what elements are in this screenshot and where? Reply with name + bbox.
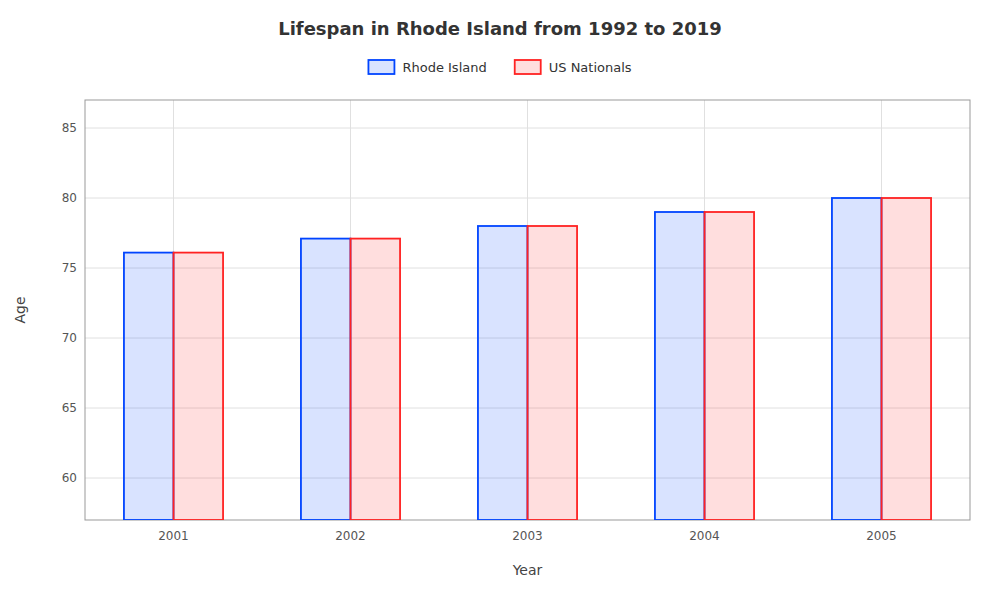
x-tick-label: 2002 — [335, 529, 366, 543]
legend-label: US Nationals — [549, 60, 632, 75]
bars — [124, 198, 931, 520]
bar — [478, 226, 528, 520]
bar — [882, 198, 932, 520]
plot-frame — [85, 100, 970, 520]
x-tick-label: 2004 — [689, 529, 720, 543]
bar — [351, 239, 401, 520]
grid — [85, 100, 970, 520]
y-tick-label: 80 — [62, 191, 77, 205]
x-tick-label: 2003 — [512, 529, 543, 543]
bar — [655, 212, 705, 520]
page: {"chart_data": {"type": "bar", "title": … — [0, 0, 1000, 600]
y-tick-label: 65 — [62, 401, 77, 415]
bar — [301, 239, 351, 520]
chart-title: Lifespan in Rhode Island from 1992 to 20… — [278, 18, 722, 39]
x-tick-label: 2005 — [866, 529, 897, 543]
x-axis-label: Year — [512, 562, 543, 578]
axes: 60 65 70 75 80 85 2001 2002 2003 2004 2005 — [62, 100, 970, 543]
y-tick-label: 60 — [62, 471, 77, 485]
legend-swatch — [368, 60, 394, 74]
legend-swatch — [515, 60, 541, 74]
legend: Rhode Island US Nationals — [368, 60, 631, 75]
legend-label: Rhode Island — [402, 60, 486, 75]
legend-item: Rhode Island — [368, 60, 486, 75]
legend-item: US Nationals — [515, 60, 632, 75]
x-tick-label: 2001 — [158, 529, 189, 543]
bar — [528, 226, 578, 520]
y-tick-label: 75 — [62, 261, 77, 275]
y-tick-label: 85 — [62, 121, 77, 135]
chart-svg: 60 65 70 75 80 85 2001 2002 2003 2004 2005 Year Age L… — [0, 0, 1000, 600]
bar — [705, 212, 755, 520]
bar — [832, 198, 882, 520]
chart-container: 60 65 70 75 80 85 2001 2002 2003 2004 2005 Year Age L… — [0, 0, 1000, 600]
y-axis-label: Age — [12, 296, 28, 323]
bar — [124, 253, 174, 520]
y-tick-label: 70 — [62, 331, 77, 345]
bar — [174, 253, 224, 520]
